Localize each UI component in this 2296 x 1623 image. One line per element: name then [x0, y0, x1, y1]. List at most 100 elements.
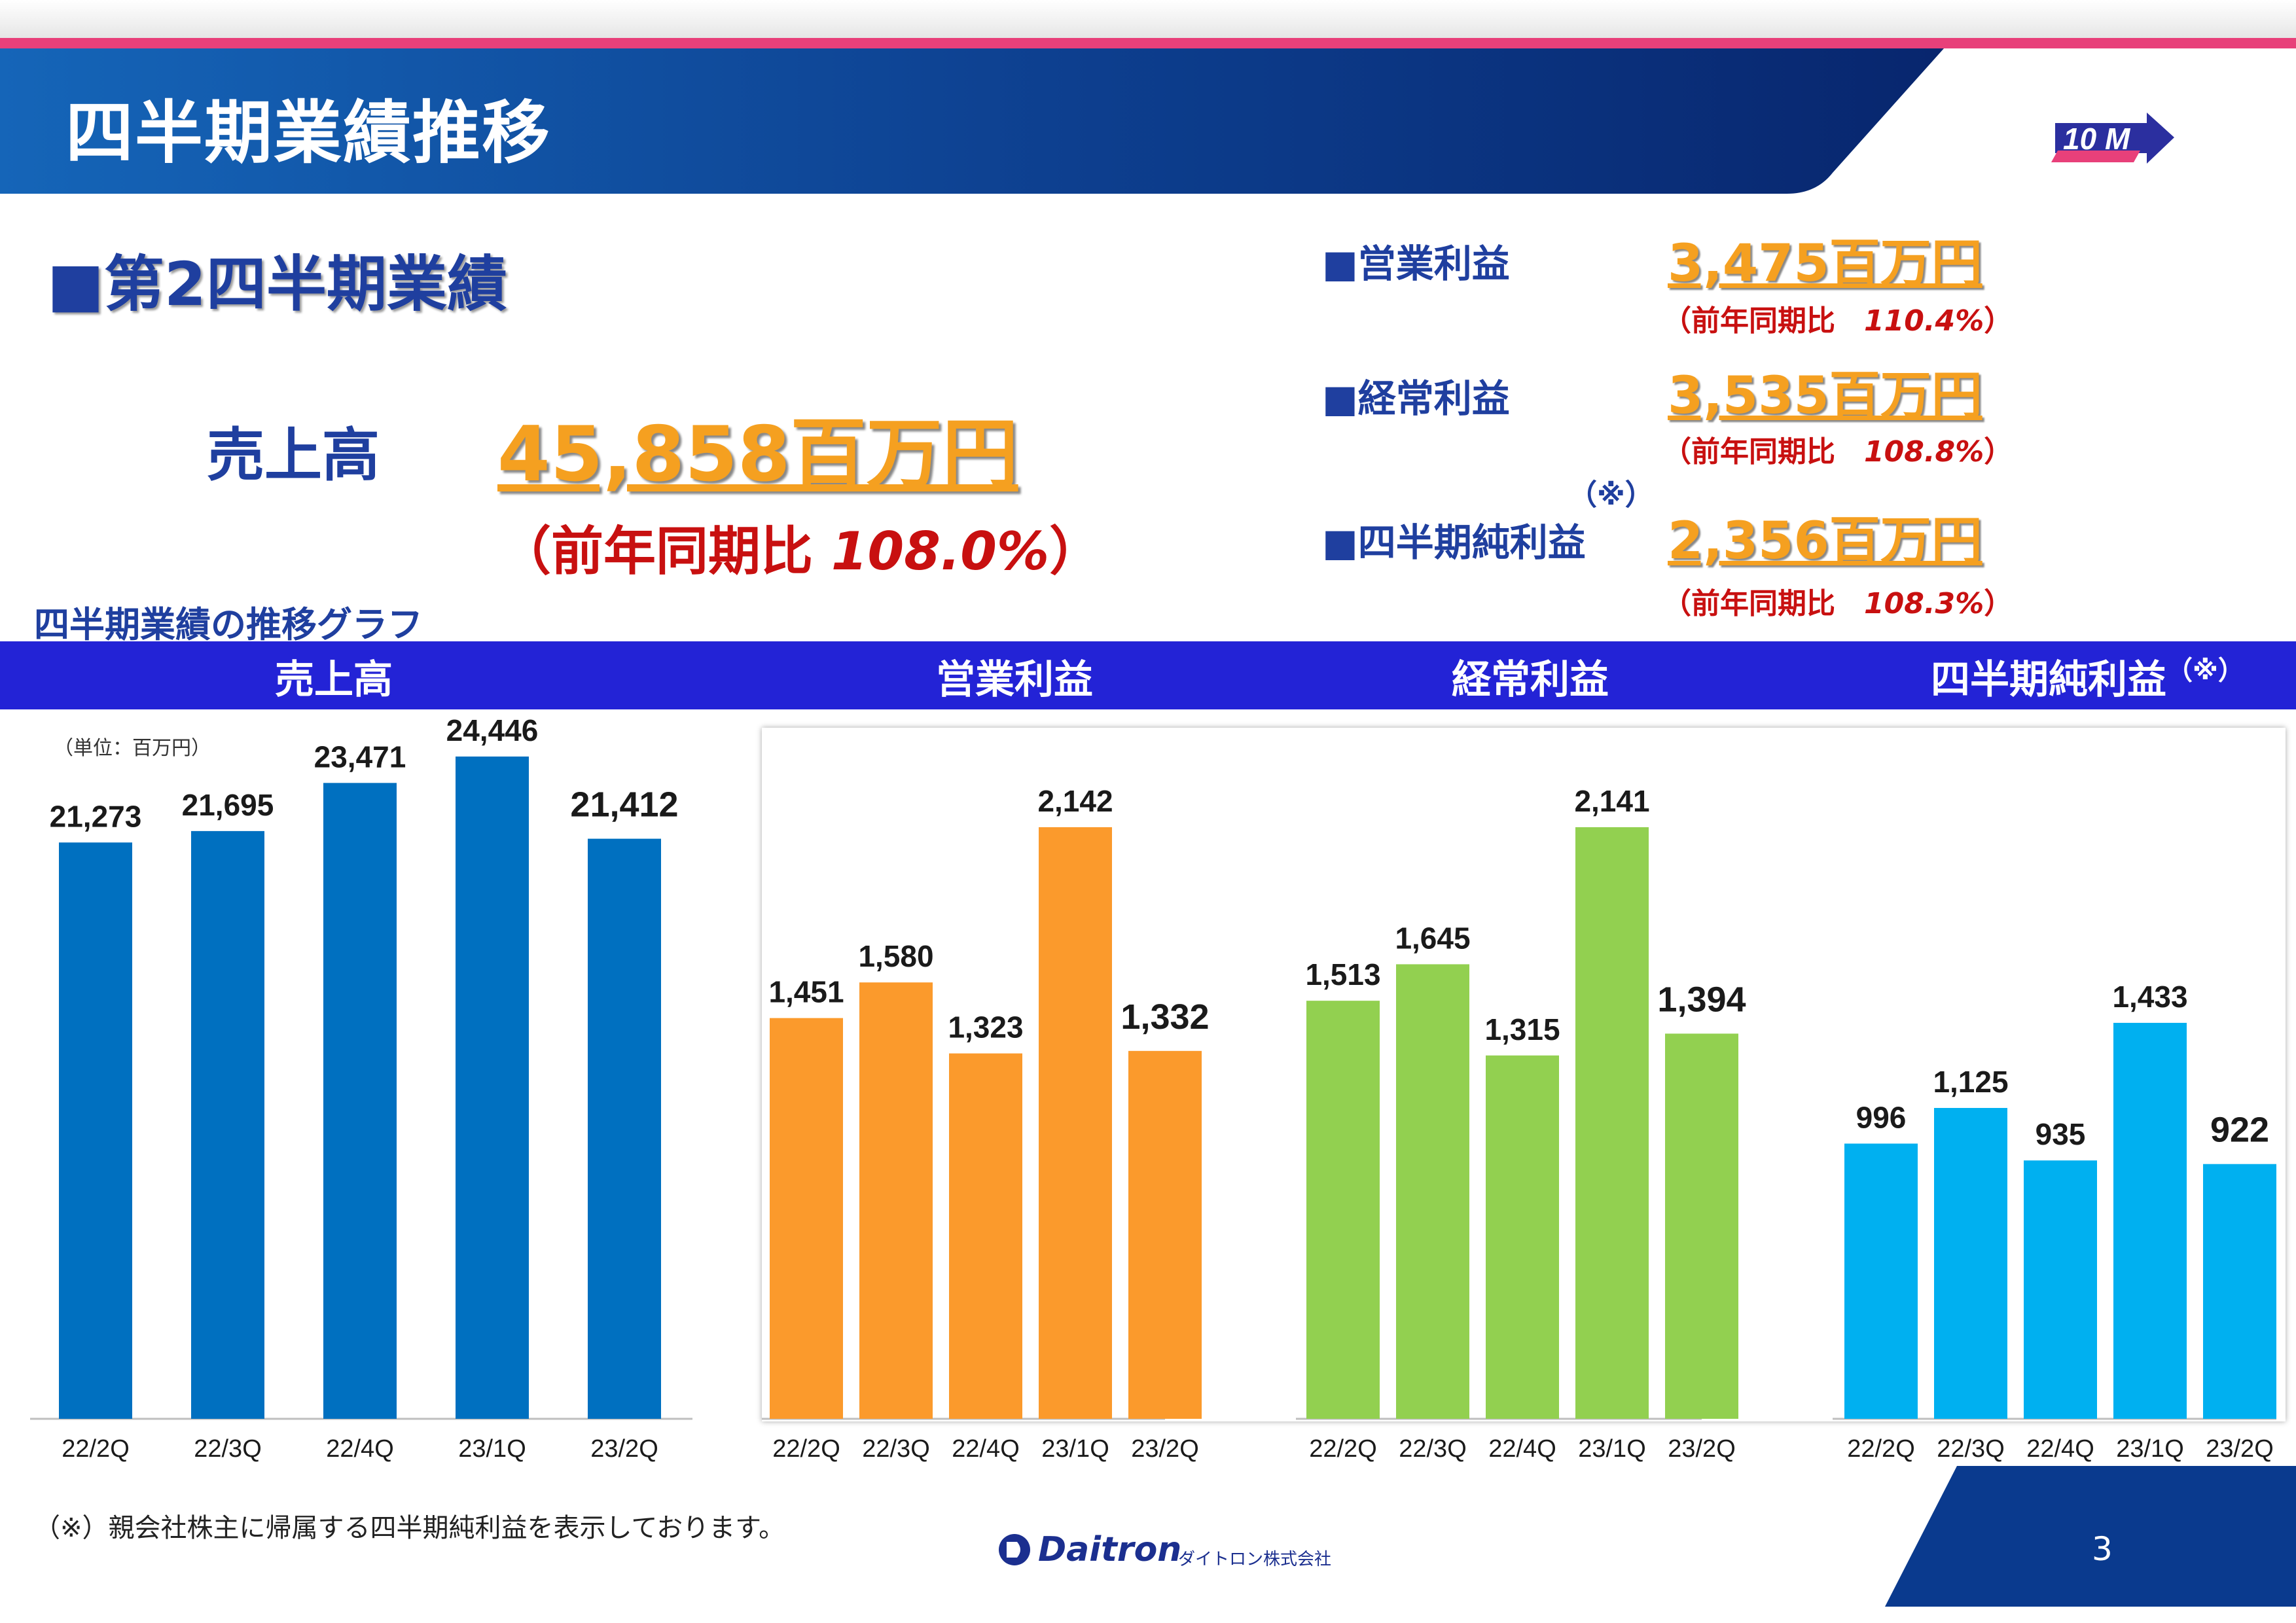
data-label-operating-profit-0: 1,451: [768, 975, 844, 1009]
data-label-ordinary-profit-4: 1,394: [1657, 980, 1746, 1019]
operating-profit-value: 3,475百万円: [1668, 234, 1982, 293]
ordinary-profit-ratio-suffix: ）: [1984, 435, 2013, 469]
bar-operating-profit-3: [1039, 827, 1112, 1419]
bar-ordinary-profit-4: [1665, 1033, 1738, 1419]
chart-header-bar: [0, 641, 2296, 709]
tick-label-sales-2: 22/4Q: [326, 1435, 394, 1463]
net-income-value: 2,356百万円: [1668, 512, 1982, 571]
tick-label-sales-4: 23/2Q: [590, 1435, 658, 1463]
chart-header-net-income-label: 四半期純利益: [1931, 657, 2166, 703]
data-label-net-income-1: 1,125: [1933, 1065, 2008, 1099]
data-label-sales-1: 21,695: [182, 788, 274, 822]
net-income-label: ■四半期純利益: [1322, 520, 1586, 565]
net-income-ratio: （前年同期比 108.3%）: [1662, 580, 2013, 622]
data-label-net-income-2: 935: [2036, 1117, 2086, 1151]
net-income-note-mark: （※）: [1568, 478, 1654, 512]
bar-operating-profit-0: [770, 1018, 843, 1419]
bar-ordinary-profit-1: [1396, 964, 1469, 1419]
section-title: ■第2四半期業績: [47, 249, 507, 319]
title-banner: [0, 48, 1944, 194]
graph-section-title: 四半期業績の推移グラフ: [34, 604, 423, 645]
operating-profit-ratio-value: 110.4%: [1864, 304, 1984, 338]
unit-label: （単位：百万円）: [54, 737, 211, 760]
tick-label-operating-profit-1: 22/3Q: [862, 1435, 930, 1463]
tick-label-ordinary-profit-3: 23/1Q: [1578, 1435, 1646, 1463]
chart-header-ordinary-profit: 経常利益: [1452, 657, 1609, 703]
bar-ordinary-profit-0: [1306, 1001, 1380, 1419]
footnote: （※）親会社株主に帰属する四半期純利益を表示しております。: [34, 1513, 785, 1543]
ordinary-profit-label: ■経常利益: [1322, 376, 1510, 421]
data-label-ordinary-profit-2: 1,315: [1484, 1012, 1560, 1046]
chart-header-sales: 売上高: [275, 657, 393, 703]
ordinary-profit-value: 3,535百万円: [1668, 366, 1982, 425]
daitron-logo-mark: [999, 1534, 1030, 1565]
chart-header-net-income: 四半期純利益（※）: [1931, 648, 2244, 705]
bar-sales-4: [588, 838, 661, 1419]
ordinary-profit-ratio: （前年同期比 108.8%）: [1662, 428, 2013, 470]
data-label-operating-profit-3: 2,142: [1037, 784, 1113, 818]
bar-ordinary-profit-3: [1575, 827, 1649, 1419]
bar-net-income-4: [2203, 1164, 2276, 1419]
tick-label-net-income-4: 23/2Q: [2206, 1435, 2274, 1463]
data-label-net-income-0: 996: [1856, 1100, 1907, 1134]
page-title: 四半期業績推移: [65, 93, 552, 173]
tick-label-ordinary-profit-2: 22/4Q: [1488, 1435, 1556, 1463]
daitron-logo-text: Daitron: [1038, 1530, 1182, 1569]
bar-sales-2: [323, 783, 397, 1419]
data-label-net-income-4: 922: [2210, 1111, 2269, 1150]
sales-ratio: （前年同期比 108.0%）: [499, 509, 1102, 585]
bar-ordinary-profit-2: [1486, 1055, 1559, 1419]
tick-label-sales-3: 23/1Q: [458, 1435, 526, 1463]
ten-m-logo-text: 10 M: [2063, 122, 2131, 156]
operating-profit-ratio-prefix: （前年同期比: [1662, 304, 1864, 338]
chart-header-operating-profit: 営業利益: [936, 657, 1093, 703]
tick-label-operating-profit-3: 23/1Q: [1041, 1435, 1109, 1463]
tick-label-ordinary-profit-0: 22/2Q: [1309, 1435, 1377, 1463]
bar-sales-3: [456, 757, 529, 1419]
bar-operating-profit-2: [949, 1053, 1022, 1419]
daitron-logo-subtitle: ダイトロン株式会社: [1178, 1550, 1332, 1569]
tick-label-ordinary-profit-1: 22/3Q: [1399, 1435, 1467, 1463]
tick-label-sales-0: 22/2Q: [62, 1435, 130, 1463]
bar-net-income-2: [2024, 1160, 2097, 1419]
bar-operating-profit-1: [859, 982, 933, 1419]
ten-m-logo: 10 M: [2051, 113, 2174, 164]
bar-operating-profit-4: [1128, 1050, 1202, 1419]
top-accent-line: [0, 38, 2296, 48]
ordinary-profit-ratio-value: 108.8%: [1864, 435, 1984, 469]
data-label-operating-profit-2: 1,323: [948, 1010, 1023, 1044]
chart-header-net-income-note: （※）: [2166, 656, 2244, 686]
data-label-ordinary-profit-1: 1,645: [1395, 921, 1470, 955]
data-label-operating-profit-4: 1,332: [1121, 997, 1209, 1037]
data-label-ordinary-profit-3: 2,141: [1574, 784, 1649, 818]
bar-net-income-0: [1844, 1143, 1918, 1419]
sales-ratio-suffix: ）: [1049, 521, 1102, 582]
tick-label-operating-profit-4: 23/2Q: [1131, 1435, 1199, 1463]
data-label-ordinary-profit-0: 1,513: [1305, 957, 1380, 991]
tick-label-net-income-3: 23/1Q: [2116, 1435, 2184, 1463]
data-label-operating-profit-1: 1,580: [858, 939, 933, 973]
tick-label-net-income-1: 22/3Q: [1937, 1435, 2005, 1463]
bar-net-income-1: [1934, 1107, 2007, 1419]
net-income-ratio-suffix: ）: [1984, 587, 2013, 620]
tick-label-operating-profit-2: 22/4Q: [952, 1435, 1020, 1463]
data-label-sales-4: 21,412: [570, 785, 678, 825]
page-number: 3: [2092, 1530, 2113, 1568]
tick-label-ordinary-profit-4: 23/2Q: [1668, 1435, 1736, 1463]
net-income-ratio-prefix: （前年同期比: [1662, 587, 1864, 620]
operating-profit-ratio: （前年同期比 110.4%）: [1662, 297, 2013, 339]
tick-label-net-income-2: 22/4Q: [2026, 1435, 2094, 1463]
bar-sales-1: [191, 830, 264, 1419]
sales-ratio-prefix: （前年同期比: [499, 521, 831, 582]
data-label-sales-0: 21,273: [50, 799, 142, 833]
operating-profit-ratio-suffix: ）: [1984, 304, 2013, 338]
data-label-net-income-3: 1,433: [2112, 980, 2187, 1014]
tick-label-sales-1: 22/3Q: [194, 1435, 262, 1463]
ordinary-profit-ratio-prefix: （前年同期比: [1662, 435, 1864, 469]
tick-label-operating-profit-0: 22/2Q: [772, 1435, 840, 1463]
tick-label-net-income-0: 22/2Q: [1847, 1435, 1915, 1463]
sales-ratio-value: 108.0%: [831, 521, 1050, 582]
top-gray-strip: [0, 0, 2296, 38]
sales-label: 売上高: [207, 421, 380, 489]
